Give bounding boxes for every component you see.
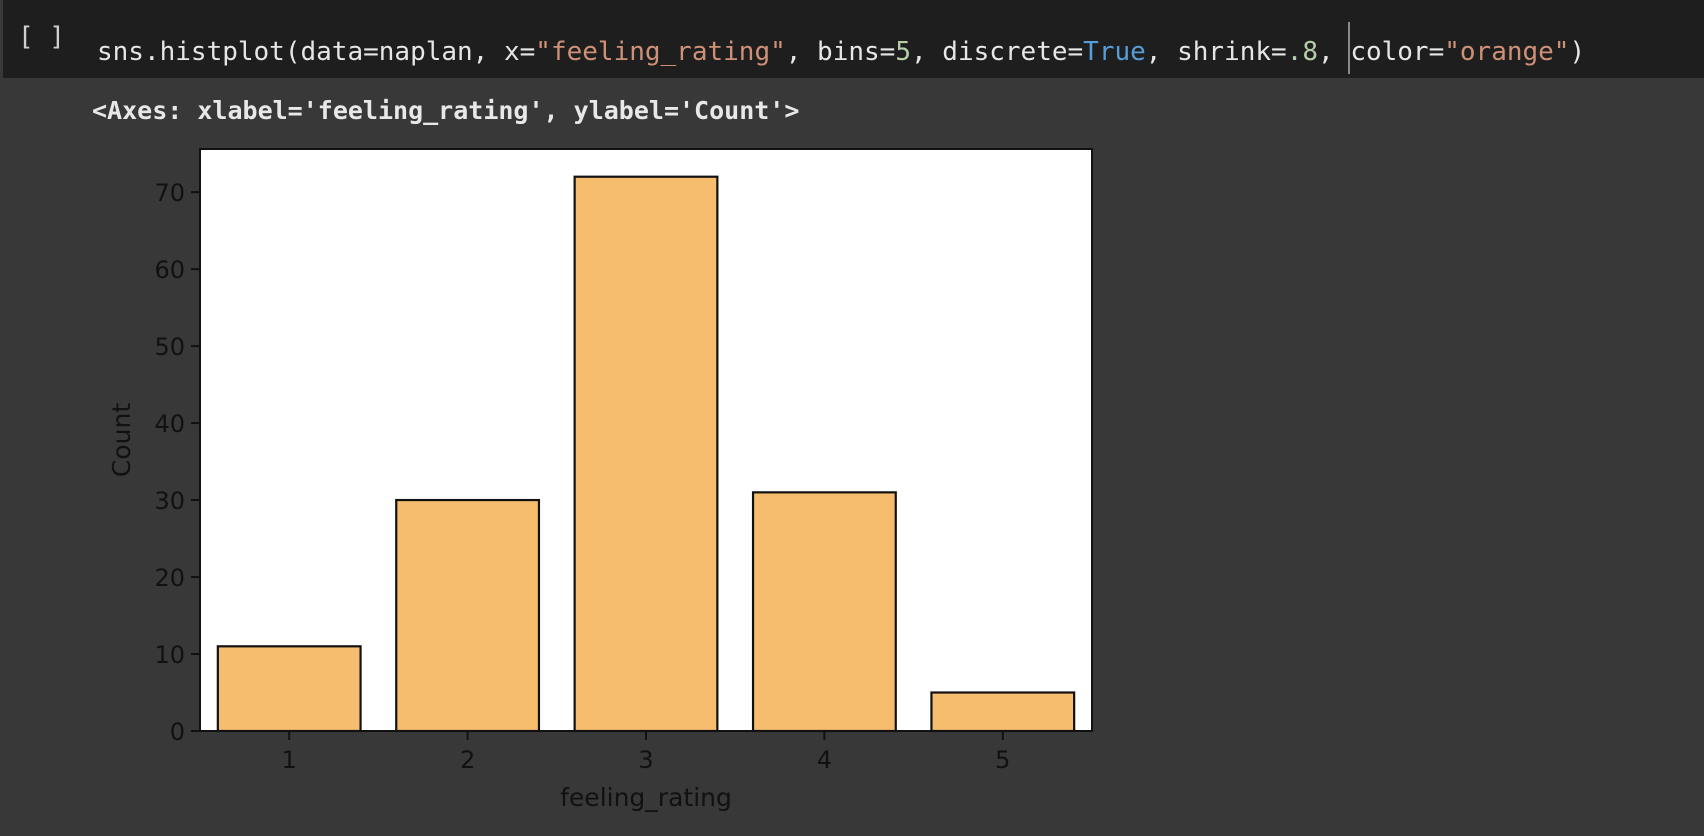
code-token: True (1083, 37, 1146, 67)
code-line[interactable]: sns.histplot(data=naplan, x="feeling_rat… (97, 22, 1585, 74)
code-token: sns.histplot(data=naplan, x= (97, 37, 536, 67)
y-tick-label: 20 (154, 564, 185, 592)
code-token: 5 (895, 37, 911, 67)
histogram-figure: 0 10 20 30 40 50 60 70 1 2 3 4 5 feeling_rating Count (100, 135, 1100, 819)
code-token: , (1318, 37, 1350, 67)
x-tick-label: 3 (638, 746, 653, 774)
y-tick-label: 40 (154, 410, 185, 438)
x-tick-label: 4 (817, 746, 832, 774)
histogram-bar (930, 691, 1076, 733)
x-axis-label: feeling_rating (560, 783, 732, 812)
cell-output-repr: <Axes: xlabel='feeling_rating', ylabel='… (92, 96, 800, 125)
code-token: "feeling_rating" (535, 37, 786, 67)
code-token: , shrink= (1145, 37, 1287, 67)
axes-frame (199, 148, 1093, 732)
code-cell-input[interactable]: [ ] sns.histplot(data=naplan, x="feeling… (3, 0, 1704, 78)
y-tick-label: 0 (170, 718, 185, 746)
y-tick-label: 60 (154, 256, 185, 284)
code-token: color= (1350, 37, 1445, 67)
histogram-bar (395, 498, 541, 733)
histogram-bar (216, 645, 362, 733)
text-cursor (1348, 22, 1351, 74)
code-token: .8 (1286, 37, 1318, 67)
code-token: , bins= (785, 37, 896, 67)
histogram-bar (751, 491, 897, 733)
y-tick-label: 10 (154, 641, 185, 669)
histogram-bar (573, 175, 719, 733)
x-tick-label: 5 (995, 746, 1010, 774)
run-cell-indicator[interactable]: [ ] (18, 22, 65, 52)
y-axis-label: Count (107, 403, 136, 477)
code-token: ) (1569, 37, 1586, 67)
x-tick-label: 1 (282, 746, 297, 774)
x-tick-label: 2 (460, 746, 475, 774)
y-tick-label: 50 (154, 333, 185, 361)
histogram-chart: 0 10 20 30 40 50 60 70 1 2 3 4 5 feeling_rating Count (107, 148, 1093, 812)
code-token: , discrete= (910, 37, 1084, 67)
y-tick-label: 30 (154, 487, 185, 515)
y-tick-label: 70 (154, 179, 185, 207)
code-token: "orange" (1444, 37, 1570, 67)
